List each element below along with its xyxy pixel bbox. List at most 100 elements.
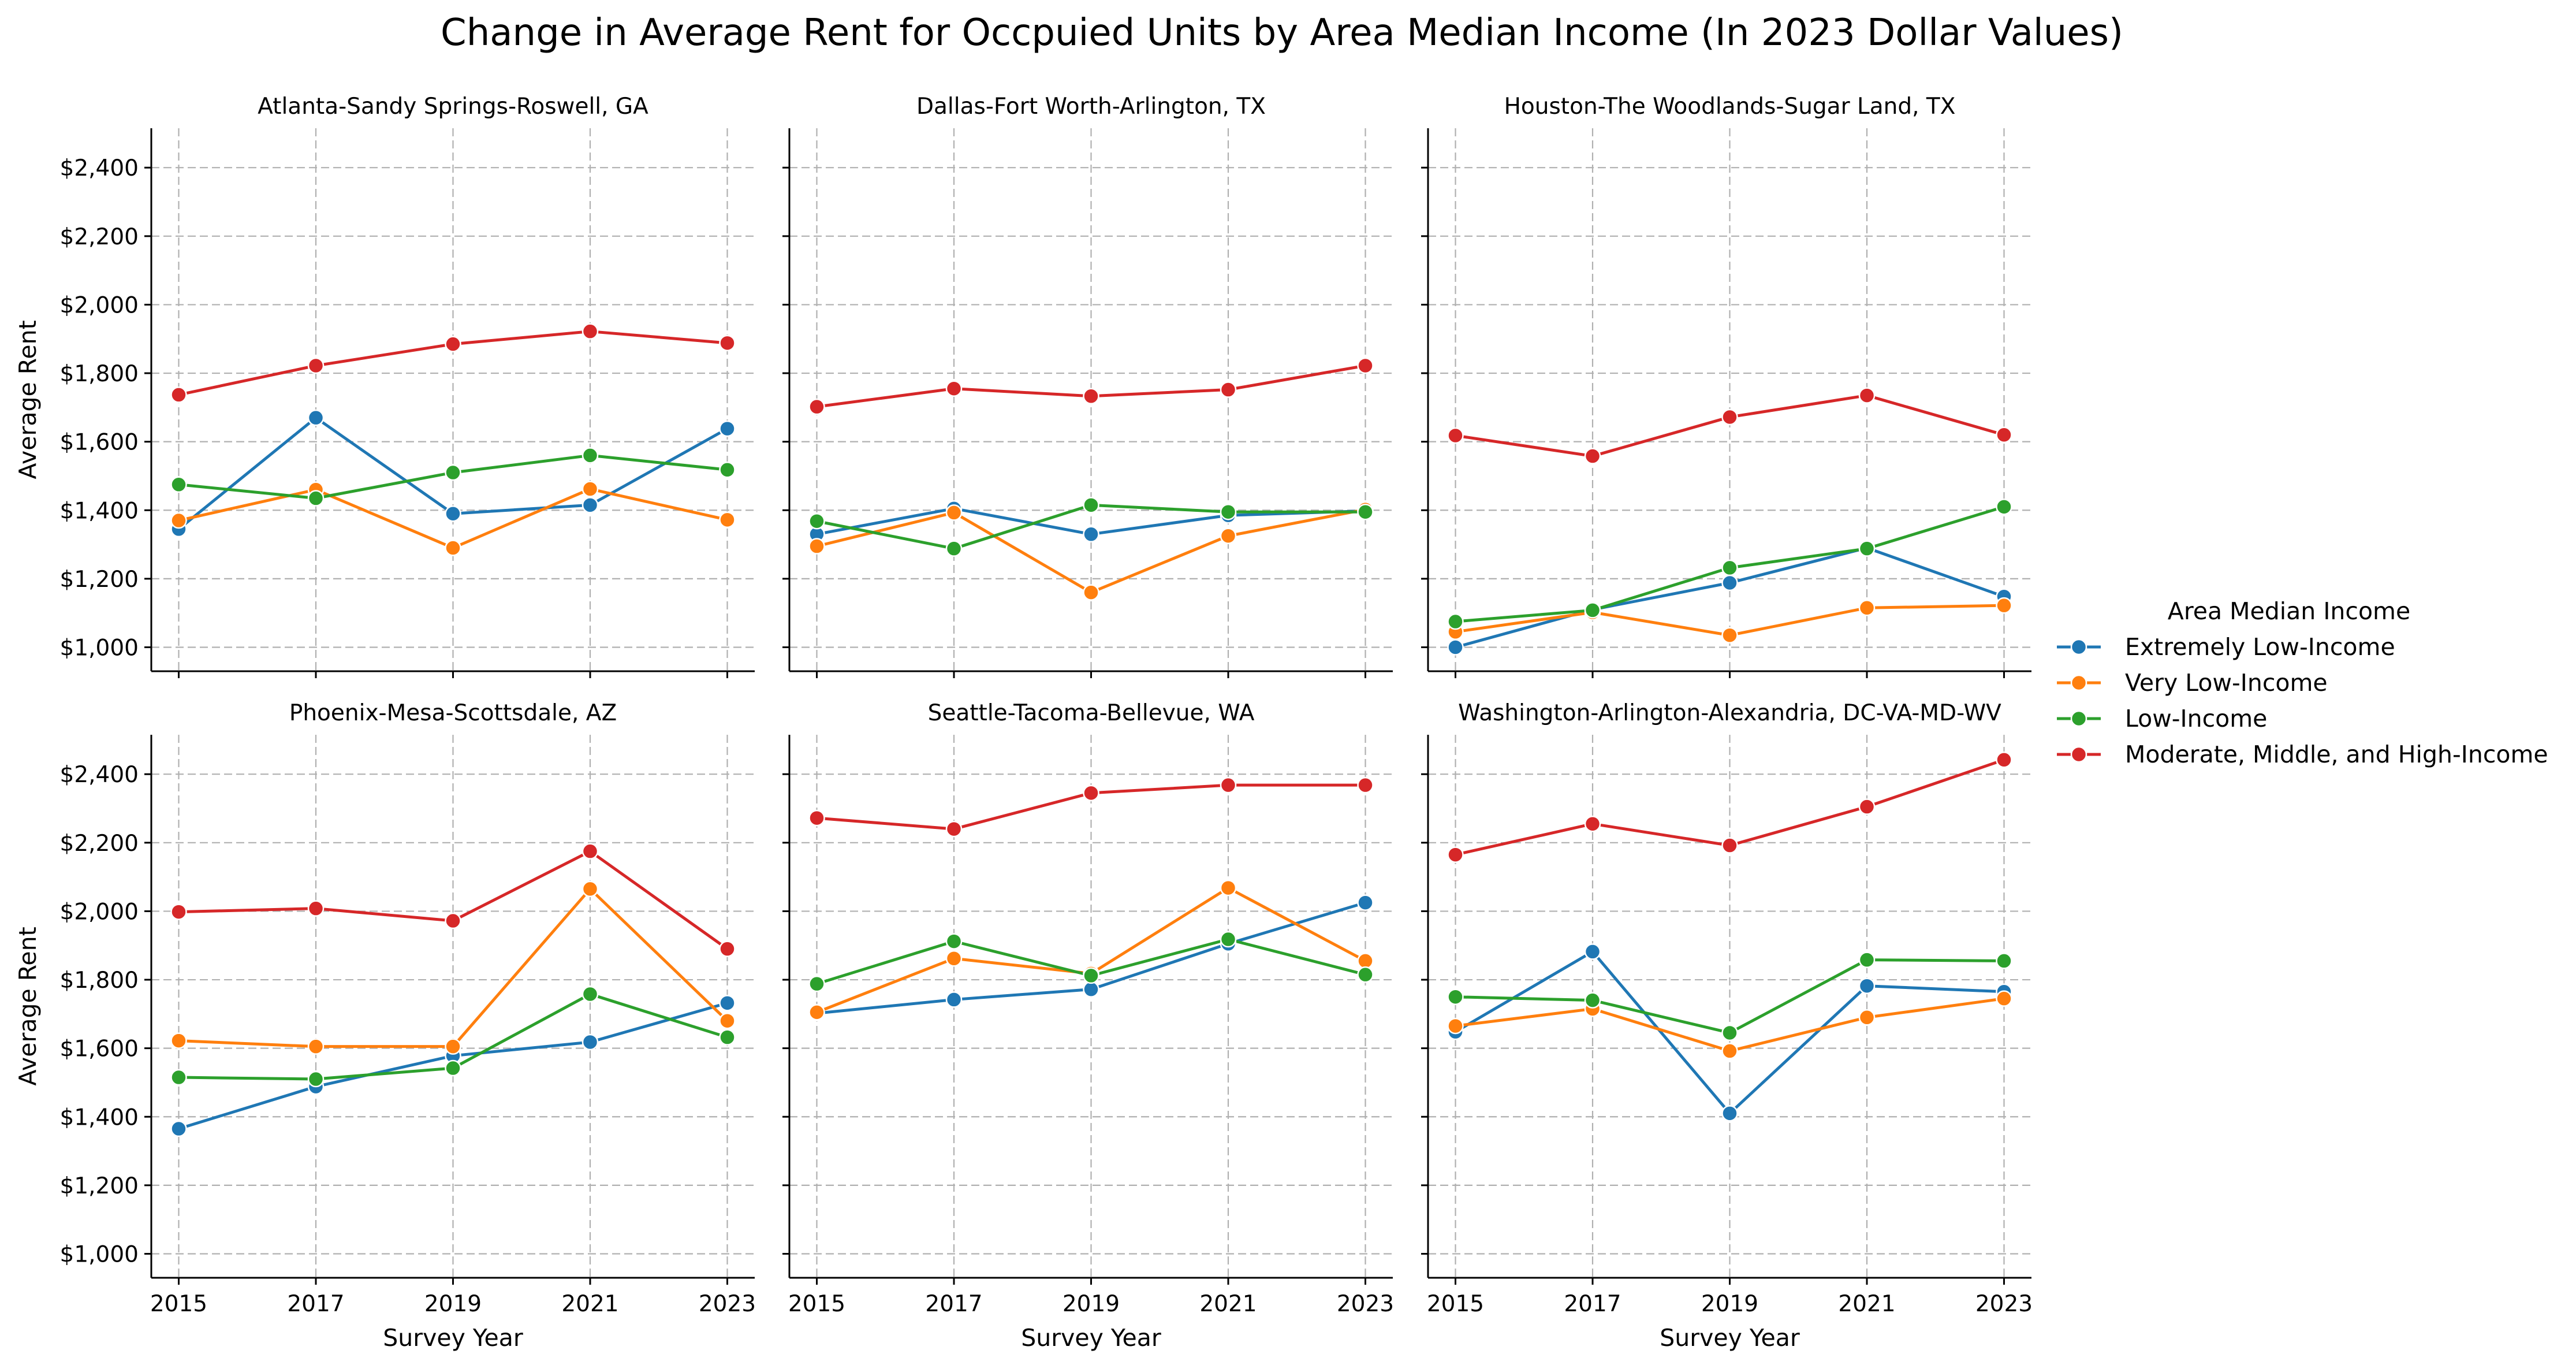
- data-point: [170, 512, 187, 529]
- legend-label: Extremely Low-Income: [2125, 633, 2395, 661]
- data-point: [1858, 387, 1876, 404]
- data-point: [1996, 752, 2012, 768]
- data-point: [808, 538, 825, 555]
- data-point: [445, 912, 461, 929]
- data-point: [445, 1038, 461, 1055]
- legend-item: Extremely Low-Income: [2057, 633, 2395, 661]
- y-tick-label: $2,000: [60, 899, 139, 925]
- data-point: [1584, 992, 1601, 1009]
- data-point: [1083, 497, 1099, 514]
- y-tick-label: $1,800: [60, 361, 139, 387]
- data-point: [945, 504, 963, 521]
- data-point: [1858, 798, 1876, 815]
- x-tick-label: 2017: [287, 1291, 344, 1317]
- data-point: [808, 398, 825, 415]
- panel-title: Seattle-Tacoma-Bellevue, WA: [928, 700, 1255, 726]
- data-point: [719, 334, 736, 352]
- x-tick-label: 2017: [925, 1291, 982, 1317]
- y-tick-label: $1,400: [60, 1104, 139, 1130]
- data-point: [1721, 837, 1738, 854]
- y-tick-label: $2,400: [60, 155, 139, 181]
- data-point: [719, 940, 736, 957]
- data-point: [307, 490, 325, 507]
- legend: Area Median Income Extremely Low-Income Ve…: [2057, 597, 2548, 768]
- panel-6: Washington-Arlington-Alexandria, DC-VA-M…: [1421, 700, 2033, 1352]
- panel-1: Atlanta-Sandy Springs-Roswell, GA $1,000 $…: [14, 94, 755, 678]
- y-tick-label: $2,200: [60, 224, 139, 250]
- x-tick-label: 2021: [1199, 1291, 1257, 1317]
- data-point: [1083, 526, 1099, 543]
- panel-title: Phoenix-Mesa-Scottsdale, AZ: [289, 700, 617, 726]
- data-point: [1083, 784, 1099, 802]
- y-tick-label: $1,200: [60, 1173, 139, 1199]
- x-tick-label: 2019: [424, 1291, 482, 1317]
- data-point: [1220, 879, 1237, 897]
- y-axis-label: Average Rent: [14, 320, 42, 479]
- x-tick-label: 2015: [788, 1291, 845, 1317]
- legend-item: Low-Income: [2057, 705, 2267, 732]
- x-tick-label: 2023: [699, 1291, 756, 1317]
- data-point: [1083, 584, 1099, 601]
- data-point: [445, 1059, 461, 1077]
- data-point: [445, 505, 461, 522]
- legend-item: Very Low-Income: [2057, 669, 2328, 697]
- data-point: [445, 464, 461, 481]
- data-point: [1220, 527, 1237, 544]
- y-tick-label: $1,000: [60, 1241, 139, 1267]
- data-point: [1996, 426, 2012, 444]
- data-point: [1357, 894, 1374, 911]
- data-point: [1721, 1043, 1738, 1059]
- x-tick-label: 2017: [1564, 1291, 1621, 1317]
- panel-title: Dallas-Fort Worth-Arlington, TX: [916, 94, 1266, 120]
- x-axis-label: Survey Year: [1021, 1324, 1161, 1352]
- data-point: [1357, 953, 1374, 969]
- x-tick-label: 2015: [150, 1291, 207, 1317]
- data-point: [445, 540, 461, 556]
- y-axis-label: Average Rent: [14, 927, 42, 1085]
- data-point: [1357, 357, 1374, 374]
- data-point: [1220, 381, 1237, 398]
- x-tick-label: 2023: [1337, 1291, 1394, 1317]
- data-point: [945, 380, 963, 397]
- data-point: [945, 991, 963, 1008]
- data-point: [808, 809, 825, 827]
- data-point: [581, 481, 599, 497]
- x-tick-label: 2021: [1838, 1291, 1895, 1317]
- data-point: [1858, 1009, 1876, 1026]
- legend-label: Moderate, Middle, and High-Income: [2125, 741, 2548, 768]
- data-point: [1721, 627, 1738, 644]
- panel-grid: Atlanta-Sandy Springs-Roswell, GA $1,000 $…: [14, 94, 2033, 1352]
- data-point: [1721, 574, 1738, 592]
- chart-title: Change in Average Rent for Occpuied Unit…: [441, 12, 2123, 54]
- x-axis-label: Survey Year: [1660, 1324, 1800, 1352]
- data-point: [1996, 953, 2012, 969]
- data-point: [1083, 388, 1099, 405]
- data-point: [170, 903, 187, 920]
- data-point: [307, 409, 325, 426]
- data-point: [808, 975, 825, 992]
- data-point: [581, 497, 599, 514]
- data-point: [808, 1004, 825, 1021]
- data-point: [719, 1029, 736, 1046]
- data-point: [808, 512, 825, 530]
- y-tick-label: $1,600: [60, 1036, 139, 1062]
- data-point: [1584, 815, 1601, 832]
- legend-item: Moderate, Middle, and High-Income: [2057, 741, 2548, 768]
- data-point: [1447, 613, 1464, 630]
- legend-swatch-marker: [2070, 746, 2087, 763]
- data-point: [1858, 540, 1876, 557]
- data-point: [1357, 776, 1374, 794]
- legend-swatch-marker: [2070, 638, 2087, 656]
- data-point: [945, 540, 963, 557]
- data-point: [581, 880, 599, 898]
- data-point: [1220, 503, 1237, 520]
- data-point: [719, 995, 736, 1011]
- data-point: [1447, 427, 1464, 444]
- y-tick-label: $1,200: [60, 567, 139, 593]
- data-point: [945, 820, 963, 838]
- panel-4: Phoenix-Mesa-Scottsdale, AZ $1,000 $1,200 $…: [14, 700, 756, 1352]
- panel-title: Washington-Arlington-Alexandria, DC-VA-M…: [1458, 700, 2001, 726]
- data-point: [1357, 966, 1374, 983]
- data-point: [581, 843, 599, 860]
- x-axis-label: Survey Year: [383, 1324, 523, 1352]
